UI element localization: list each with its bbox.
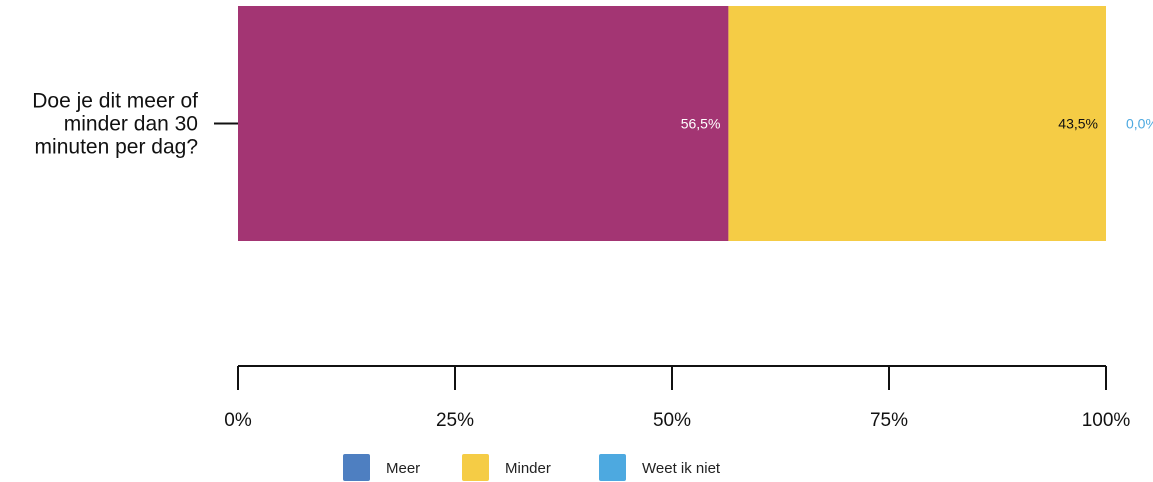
legend-swatch-weet-ik-niet xyxy=(599,454,626,481)
x-axis: 0% 25% 50% 75% 100% xyxy=(224,365,1131,431)
x-tick-label: 75% xyxy=(870,410,908,431)
bar-label-minder: 43,5% xyxy=(1058,116,1098,132)
bars xyxy=(238,6,1106,241)
legend-label-weet-ik-niet: Weet ik niet xyxy=(642,460,721,477)
bar-segment-minder xyxy=(728,6,1106,241)
bar-label-weet-ik-niet: 0,0% xyxy=(1126,116,1153,132)
category-label-line: minuten per dag? xyxy=(35,136,198,159)
bar-labels: 56,5% 43,5% 0,0% xyxy=(681,116,1153,132)
x-tick-label: 25% xyxy=(436,410,474,431)
legend-swatch-minder xyxy=(462,454,489,481)
category-label-line: minder dan 30 xyxy=(64,113,198,136)
x-tick-label: 50% xyxy=(653,410,691,431)
legend-swatch-meer xyxy=(343,454,370,481)
legend-label-meer: Meer xyxy=(386,460,420,477)
x-tick-label: 100% xyxy=(1082,410,1131,431)
legend-label-minder: Minder xyxy=(505,460,551,477)
category-label-line: Doe je dit meer of xyxy=(32,90,198,113)
x-tick-label: 0% xyxy=(224,410,252,431)
bar-segment-meer xyxy=(238,6,729,241)
bar-label-meer: 56,5% xyxy=(681,116,721,132)
legend: Meer Minder Weet ik niet xyxy=(343,454,721,481)
